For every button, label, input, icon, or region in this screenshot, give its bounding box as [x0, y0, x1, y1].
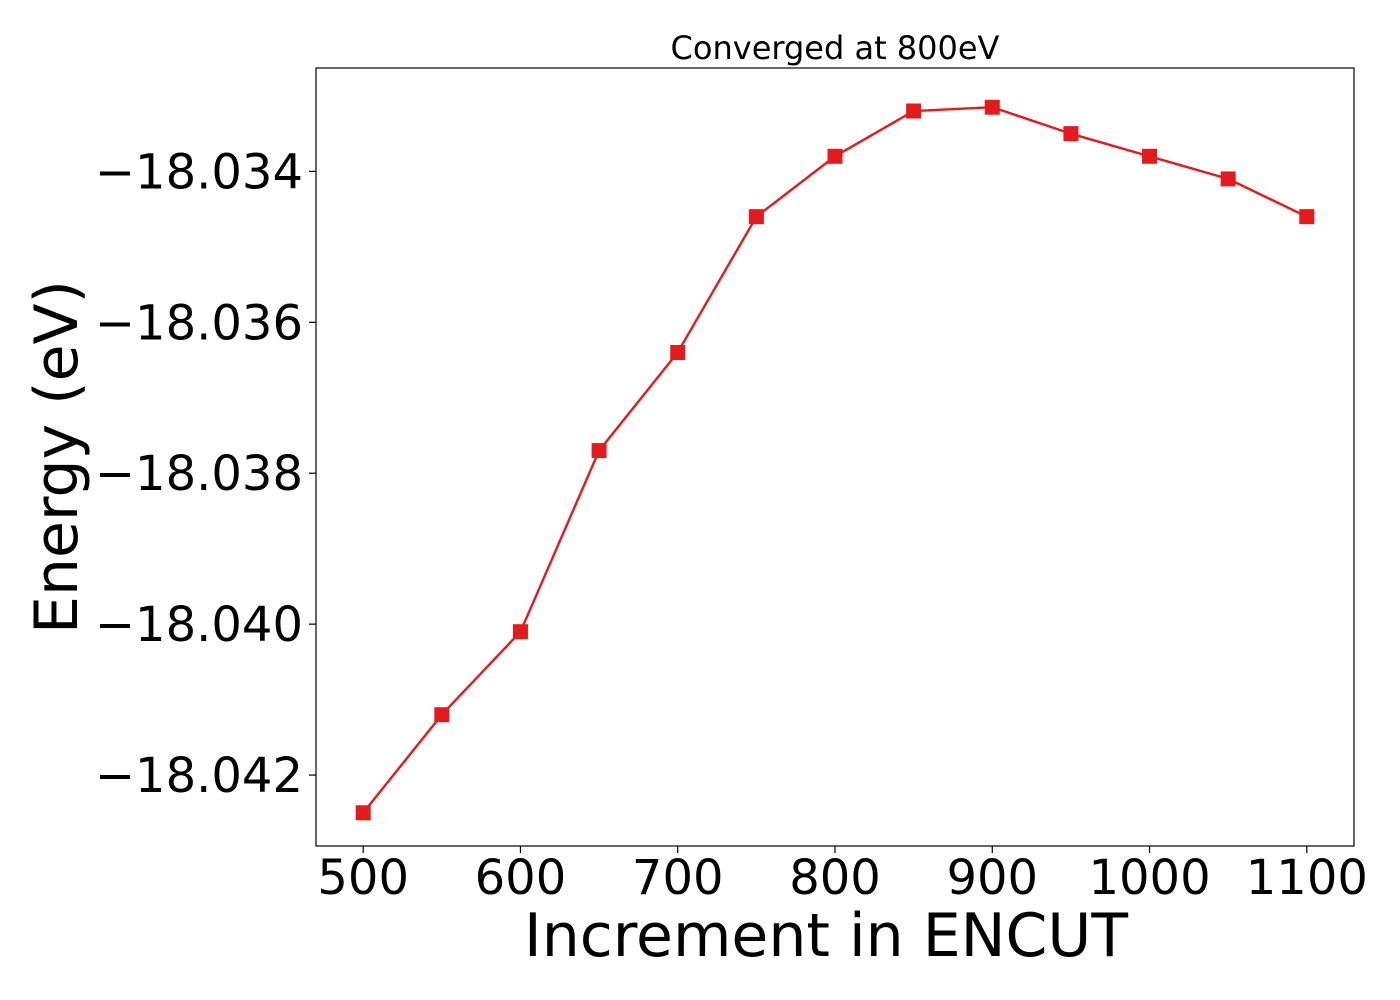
data-point-marker — [906, 103, 922, 119]
x-tick-label: 900 — [946, 850, 1038, 906]
data-point-marker — [1299, 209, 1315, 225]
x-tick-label: 1100 — [1246, 850, 1368, 906]
x-tick-label: 800 — [789, 850, 881, 906]
series-line — [362, 105, 1308, 814]
data-point-marker — [512, 624, 528, 640]
x-axis-label: Increment in ENCUT — [524, 901, 1128, 971]
data-point-marker — [1063, 126, 1079, 142]
plot-frame — [315, 67, 1355, 847]
data-point-marker — [355, 805, 371, 821]
data-point-marker — [827, 148, 843, 164]
chart-title: Converged at 800eV — [671, 29, 1000, 67]
y-tick-label: −18.042 — [95, 748, 303, 804]
data-point-marker — [670, 344, 686, 360]
y-axis-ticks: −18.042 −18.040 −18.038 −18.036 −18.034 — [95, 144, 316, 804]
y-tick-label: −18.040 — [95, 597, 303, 653]
data-point-marker — [1220, 171, 1236, 187]
y-tick-label: −18.036 — [95, 295, 303, 351]
data-point-marker — [434, 707, 450, 723]
x-tick-label: 1000 — [1088, 850, 1210, 906]
y-tick-label: −18.034 — [95, 144, 303, 200]
x-tick-label: 700 — [632, 850, 724, 906]
data-point-marker — [1142, 148, 1158, 164]
data-point-marker — [591, 443, 607, 459]
x-tick-label: 500 — [317, 850, 409, 906]
data-point-marker — [748, 209, 764, 225]
y-tick-label: −18.038 — [95, 446, 303, 502]
y-axis-label: Energy (eV) — [22, 280, 92, 634]
data-point-marker — [984, 99, 1000, 115]
series-group — [355, 99, 1315, 821]
x-axis-ticks: 500 600 700 800 900 1000 1100 — [317, 846, 1368, 906]
x-tick-label: 600 — [475, 850, 567, 906]
